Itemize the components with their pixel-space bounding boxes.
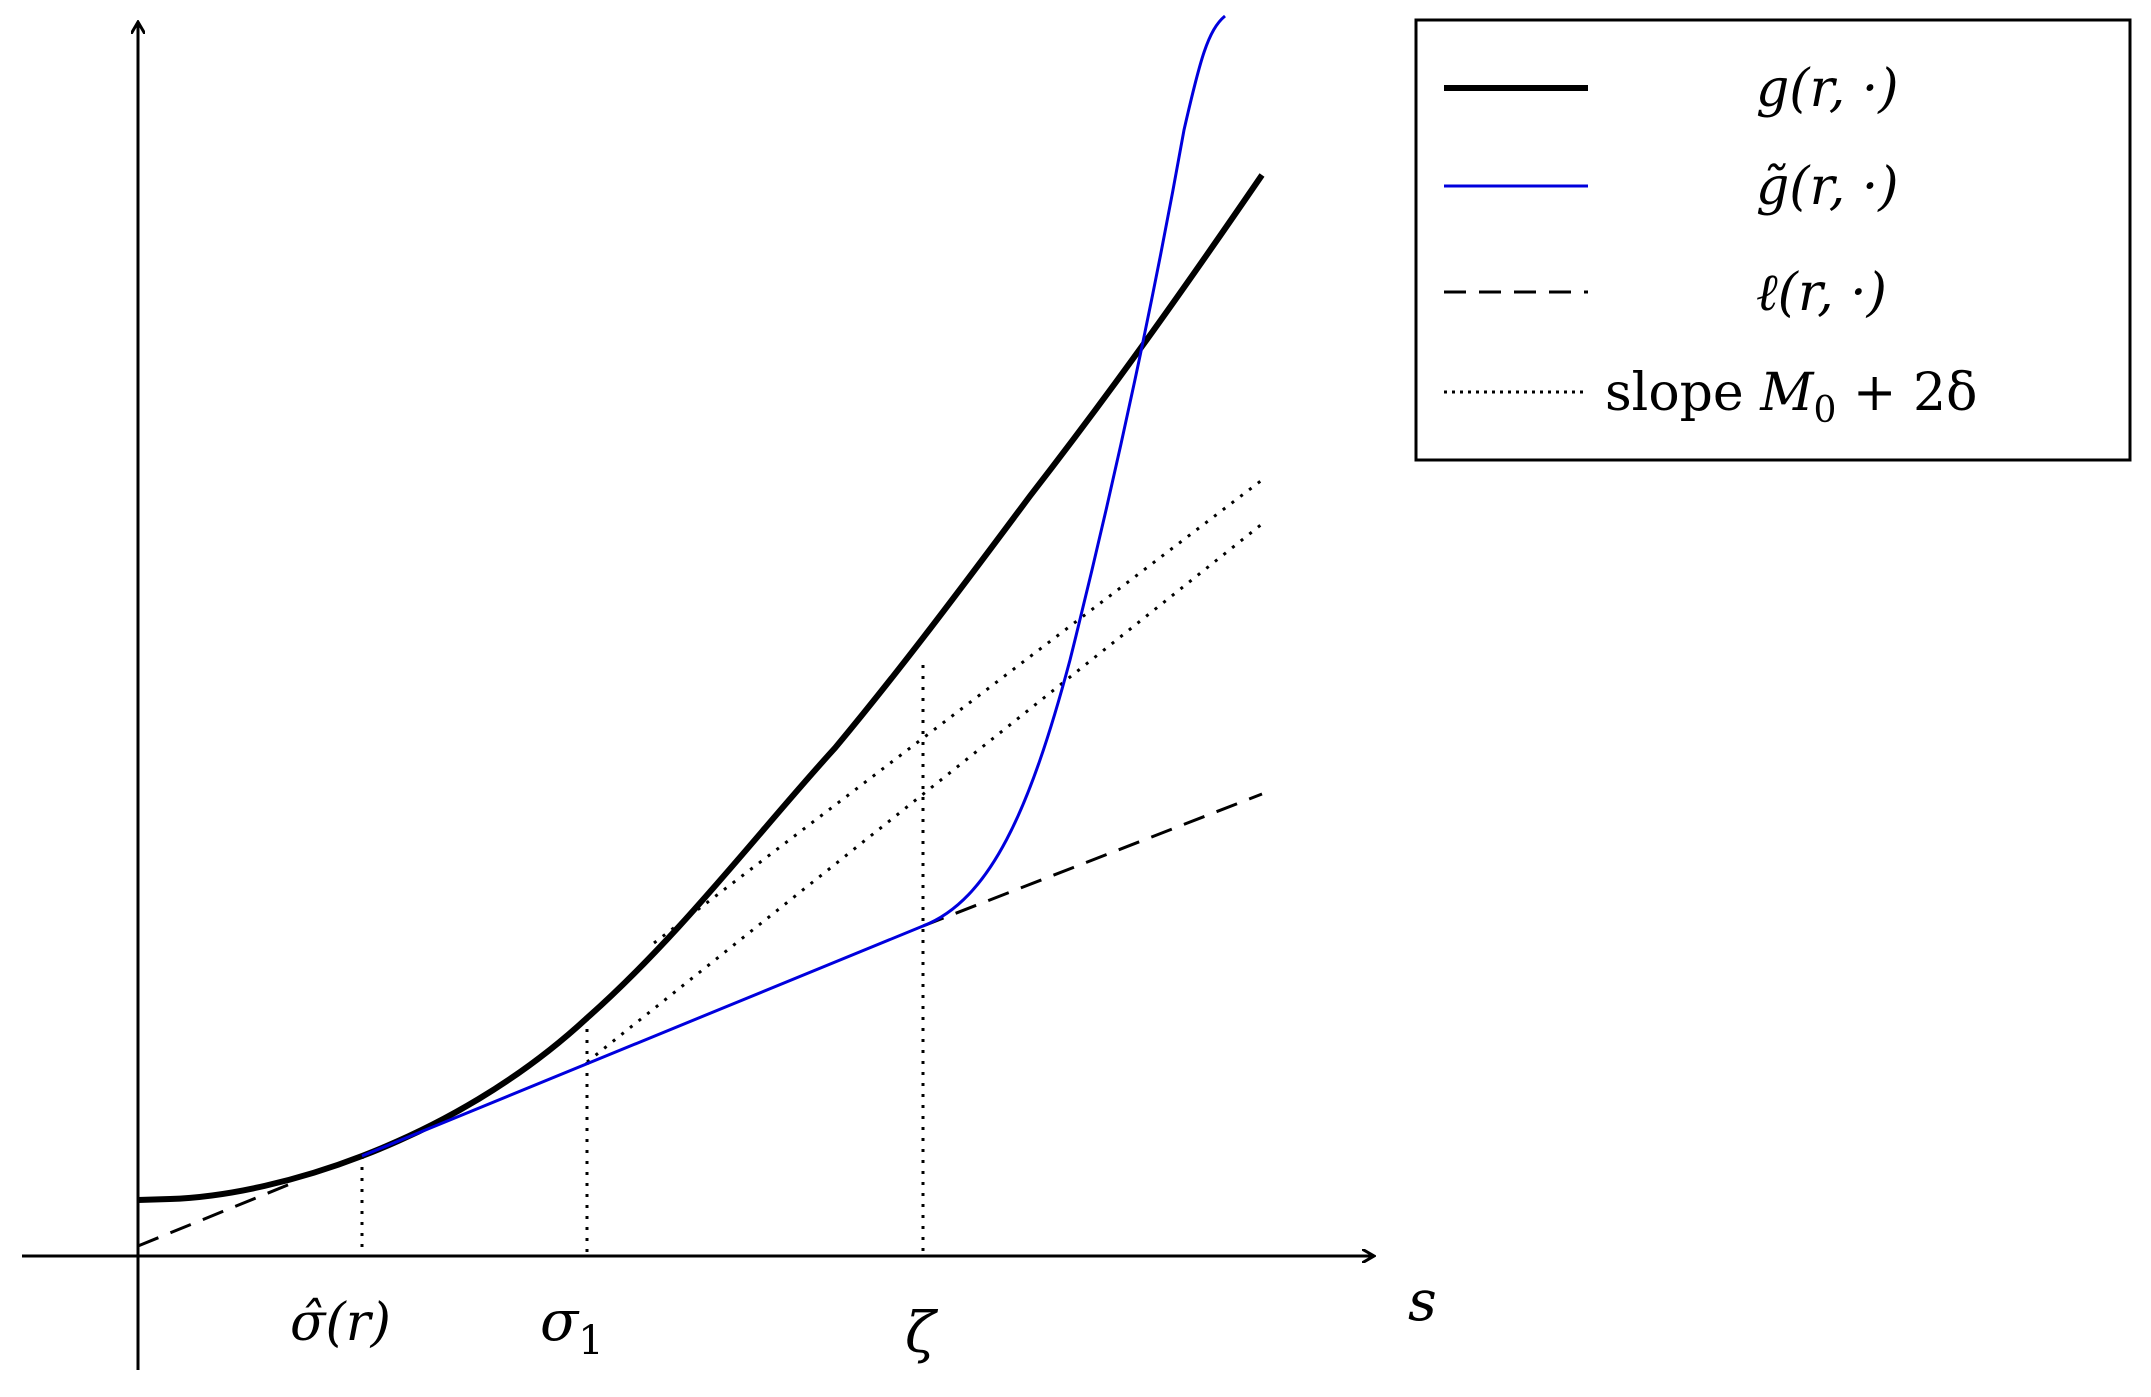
- g-tilde-curve: [361, 14, 1226, 1158]
- sigma-one-base: σ: [540, 1289, 580, 1354]
- legend-ell-label: ℓ(r, ·): [1756, 263, 1887, 323]
- slope-m: M: [1759, 363, 1815, 423]
- legend-g-tilde-label: g̃(r, ·): [1756, 157, 1899, 217]
- x-axis-label: s: [1408, 1269, 1437, 1334]
- slope-line-upper: [653, 478, 1263, 945]
- legend-g-label: g(r, ·): [1756, 59, 1899, 119]
- ell-line-right: [922, 792, 1263, 928]
- slope-suffix: + 2δ: [1836, 363, 1977, 423]
- slope-line-lower: [586, 522, 1263, 1064]
- ell-line-left: [137, 1178, 301, 1248]
- legend-slope-label: slope M0 + 2δ: [1605, 363, 1977, 431]
- slope-sub: 0: [1813, 390, 1836, 431]
- g-curve: [137, 173, 1265, 1203]
- sigma-one-label: σ1: [540, 1289, 604, 1364]
- sigma-hat-label: σ̂(r): [290, 1293, 391, 1353]
- legend-box: [1414, 18, 2132, 462]
- sigma-one-sub: 1: [578, 1318, 603, 1364]
- zeta-label: ζ: [905, 1301, 939, 1366]
- legend: g(r, ·) g̃(r, ·) ℓ(r, ·) slope M0 + 2δ: [1414, 18, 2132, 462]
- slope-prefix: slope: [1605, 363, 1760, 423]
